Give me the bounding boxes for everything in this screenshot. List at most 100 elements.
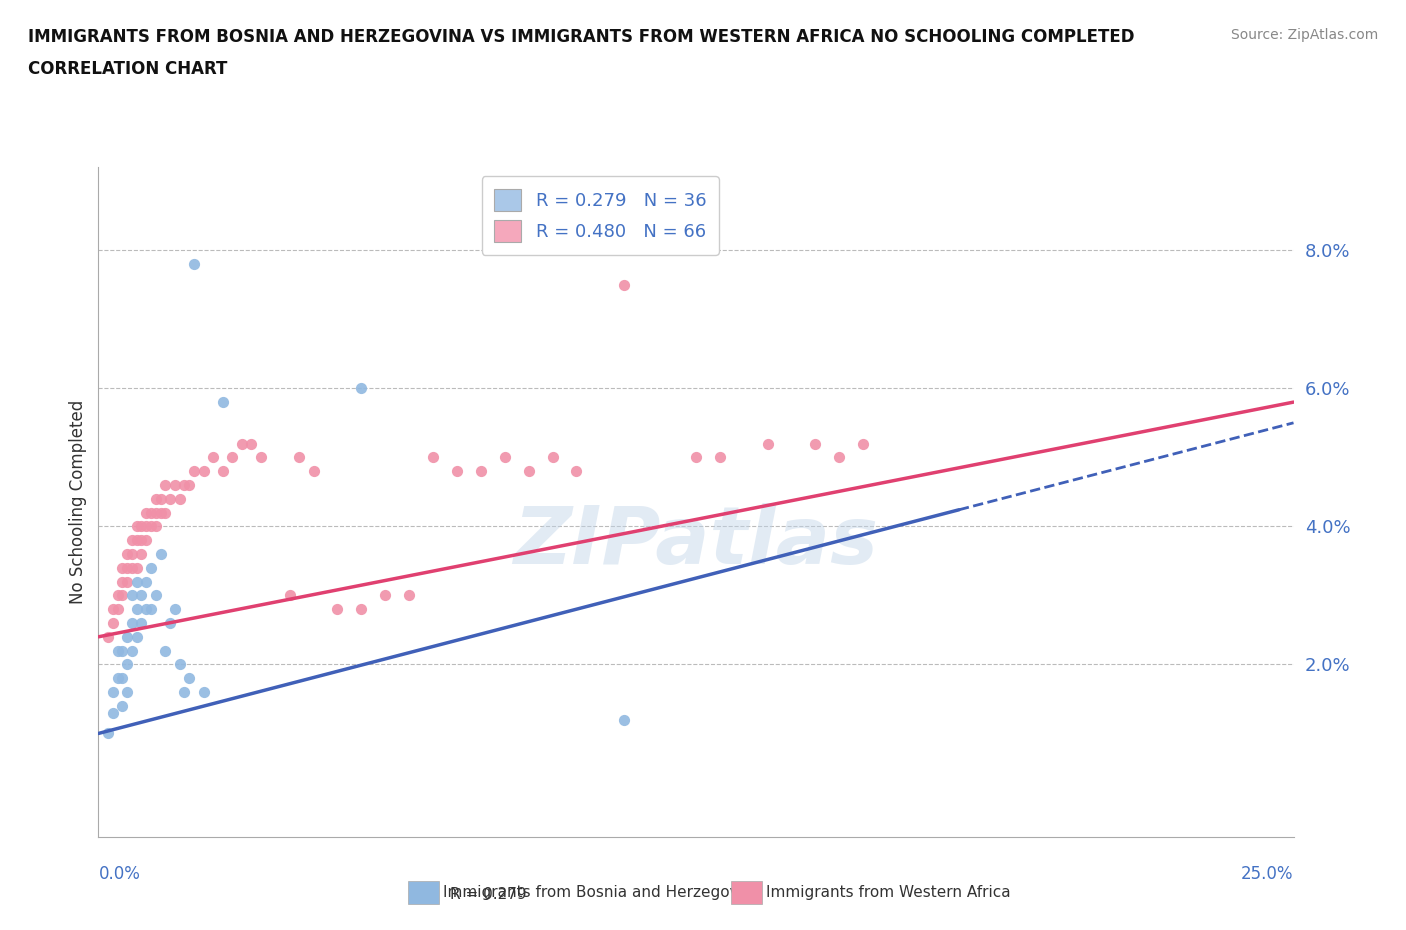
Point [101,684,124,699]
Point [121,644,143,658]
Point [613,277,636,292]
Point [169,491,191,506]
Text: 25.0%: 25.0% [1241,865,1294,883]
Text: R = 0.279: R = 0.279 [450,887,526,902]
Point [111,574,134,589]
Point [101,602,124,617]
Point [135,505,157,520]
Point [115,561,138,576]
Point [101,705,124,720]
Point [135,533,157,548]
Point [115,547,138,562]
Point [155,644,177,658]
Point [97,726,120,741]
Point [422,450,444,465]
Point [163,477,186,492]
Point [221,450,243,465]
Point [107,671,129,685]
Point [125,533,148,548]
Point [139,602,162,617]
Point [131,519,153,534]
Point [155,477,177,492]
Point [398,588,420,603]
Point [111,698,134,713]
Point [107,588,129,603]
Y-axis label: No Schooling Completed: No Schooling Completed [69,400,87,604]
Point [111,561,134,576]
Point [131,533,153,548]
Legend: R = 0.279   N = 36, R = 0.480   N = 66: R = 0.279 N = 36, R = 0.480 N = 66 [482,177,718,255]
Point [125,561,148,576]
Point [149,547,172,562]
Point [211,394,233,409]
Point [278,588,301,603]
Point [517,464,540,479]
Point [107,644,129,658]
Point [163,602,186,617]
Point [685,450,707,465]
Point [169,657,191,671]
Point [131,616,153,631]
Point [446,464,468,479]
Point [125,602,148,617]
Point [231,436,253,451]
Point [101,616,124,631]
Point [326,602,349,617]
Point [97,630,120,644]
Point [145,491,167,506]
Point [202,450,225,465]
Point [135,602,157,617]
Point [804,436,827,451]
Point [115,630,138,644]
Text: IMMIGRANTS FROM BOSNIA AND HERZEGOVINA VS IMMIGRANTS FROM WESTERN AFRICA NO SCHO: IMMIGRANTS FROM BOSNIA AND HERZEGOVINA V… [28,28,1135,46]
Point [350,602,373,617]
Point [145,505,167,520]
Point [121,561,143,576]
Point [565,464,588,479]
Point [250,450,273,465]
Point [139,561,162,576]
Point [139,505,162,520]
Point [121,588,143,603]
Point [125,519,148,534]
Point [183,257,205,272]
Point [121,547,143,562]
Point [374,588,396,603]
Text: CORRELATION CHART: CORRELATION CHART [28,60,228,78]
Point [111,671,134,685]
Point [613,712,636,727]
Point [159,616,181,631]
Point [211,464,233,479]
Point [131,547,153,562]
Point [302,464,325,479]
Text: Source: ZipAtlas.com: Source: ZipAtlas.com [1230,28,1378,42]
Point [145,588,167,603]
Point [193,684,215,699]
Point [135,519,157,534]
Point [115,657,138,671]
Point [121,533,143,548]
Point [149,505,172,520]
Point [470,464,492,479]
Point [111,588,134,603]
Text: Immigrants from Western Africa: Immigrants from Western Africa [766,885,1011,900]
Point [240,436,263,451]
Point [350,381,373,396]
Point [149,491,172,506]
Point [111,644,134,658]
Point [173,477,195,492]
Point [125,630,148,644]
Point [115,574,138,589]
Text: ZIPatlas: ZIPatlas [513,503,879,581]
Point [709,450,731,465]
Point [121,616,143,631]
Point [828,450,851,465]
Point [852,436,875,451]
Point [159,491,181,506]
Point [183,464,205,479]
Point [135,574,157,589]
Text: Immigrants from Bosnia and Herzegovina: Immigrants from Bosnia and Herzegovina [443,885,762,900]
Point [145,519,167,534]
Point [107,602,129,617]
Text: 0.0%: 0.0% [98,865,141,883]
